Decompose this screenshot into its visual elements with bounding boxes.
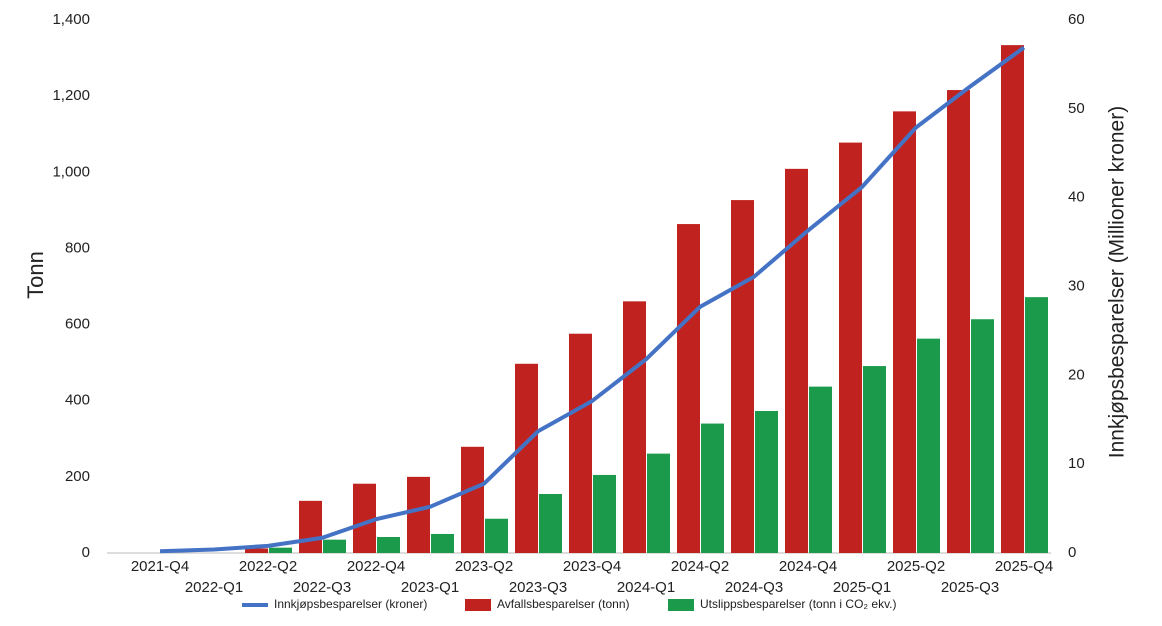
bar: [1025, 297, 1048, 553]
y-tick-label: 0: [82, 544, 90, 561]
x-tick-label: 2022-Q3: [293, 579, 351, 596]
y2-tick-label: 40: [1068, 189, 1085, 206]
bar: [893, 111, 916, 553]
legend-swatch: [465, 599, 491, 611]
y2-tick-label: 10: [1068, 455, 1085, 472]
y2-tick-label: 20: [1068, 366, 1085, 383]
x-tick-label: 2025-Q2: [887, 558, 945, 575]
y2-tick-label: 50: [1068, 100, 1085, 117]
y-tick-label: 1,400: [52, 11, 90, 28]
bar: [809, 386, 832, 553]
bar: [323, 539, 346, 553]
bar: [971, 319, 994, 553]
y-tick-label: 600: [65, 316, 90, 333]
x-tick-label: 2024-Q3: [725, 579, 783, 596]
bar: [461, 446, 484, 553]
bar: [785, 168, 808, 553]
bar: [1001, 45, 1024, 554]
bar: [539, 493, 562, 553]
bar: [515, 363, 538, 553]
bar: [677, 224, 700, 553]
bar: [299, 500, 322, 553]
bar: [407, 476, 430, 553]
y-tick-label: 800: [65, 239, 90, 256]
bar: [623, 301, 646, 553]
x-tick-label: 2022-Q4: [347, 558, 405, 575]
bar: [353, 483, 376, 553]
bar: [377, 537, 400, 553]
legend-label: Innkjøpsbesparelser (kroner): [274, 597, 427, 611]
x-tick-label: 2021-Q4: [131, 558, 189, 575]
x-tick-label: 2025-Q1: [833, 579, 891, 596]
x-tick-label: 2023-Q1: [401, 579, 459, 596]
y-tick-label: 1,200: [52, 87, 90, 104]
y-tick-label: 400: [65, 392, 90, 409]
y-axis-title: Tonn: [23, 251, 48, 299]
bar: [245, 548, 268, 553]
y2-axis-title: Innkjøpsbesparelser (Millioner kroner): [1106, 106, 1129, 458]
bar: [485, 518, 508, 553]
legend-swatch: [668, 599, 694, 611]
bar: [431, 533, 454, 553]
bar: [917, 338, 940, 553]
bar: [701, 423, 724, 553]
bar: [569, 333, 592, 553]
legend-label: Utslippsbesparelser (tonn i CO₂ ekv.): [700, 597, 897, 611]
y2-tick-label: 60: [1068, 11, 1085, 28]
x-tick-label: 2022-Q2: [239, 558, 297, 575]
bar: [863, 366, 886, 553]
bar: [269, 547, 292, 553]
y2-tick-label: 0: [1068, 544, 1076, 561]
bar: [731, 200, 754, 553]
y2-tick-label: 30: [1068, 277, 1085, 294]
y-tick-label: 1,000: [52, 163, 90, 180]
bar: [647, 453, 670, 553]
x-tick-label: 2024-Q4: [779, 558, 837, 575]
x-tick-label: 2025-Q3: [941, 579, 999, 596]
line: [159, 45, 1026, 554]
bar: [839, 142, 862, 553]
x-tick-label: 2025-Q4: [995, 558, 1053, 575]
bar: [755, 410, 778, 553]
legend-label: Avfallsbesparelser (tonn): [497, 597, 630, 611]
x-tick-label: 2024-Q2: [671, 558, 729, 575]
bar: [593, 474, 616, 553]
x-tick-label: 2024-Q1: [617, 579, 675, 596]
x-tick-label: 2023-Q3: [509, 579, 567, 596]
x-tick-label: 2022-Q1: [185, 579, 243, 596]
x-tick-label: 2023-Q4: [563, 558, 621, 575]
y-tick-label: 200: [65, 468, 90, 485]
bar: [947, 90, 970, 554]
x-tick-label: 2023-Q2: [455, 558, 513, 575]
